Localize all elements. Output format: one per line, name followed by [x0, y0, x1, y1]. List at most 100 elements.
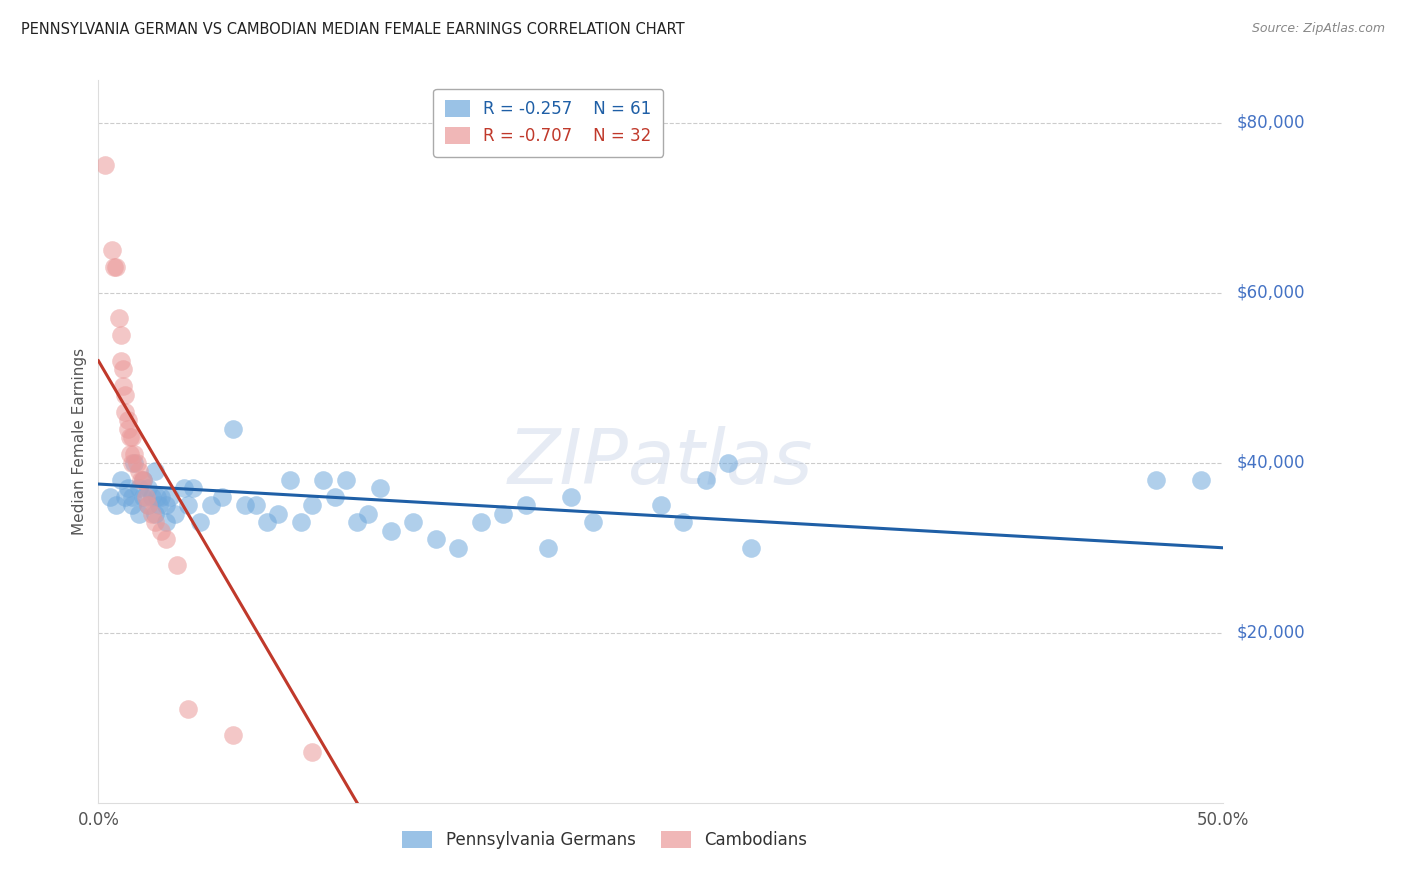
Point — [447, 541, 470, 555]
Point — [125, 456, 148, 470]
Point — [105, 498, 128, 512]
Point — [132, 473, 155, 487]
Text: $20,000: $20,000 — [1237, 624, 1306, 642]
Point — [112, 379, 135, 393]
Point — [117, 422, 139, 436]
Point — [301, 745, 323, 759]
Point — [124, 447, 146, 461]
Point — [582, 516, 605, 530]
Legend: Pennsylvania Germans, Cambodians: Pennsylvania Germans, Cambodians — [392, 822, 817, 860]
Point — [515, 498, 537, 512]
Point — [114, 490, 136, 504]
Point — [278, 473, 301, 487]
Point — [346, 516, 368, 530]
Point — [128, 507, 150, 521]
Point — [1144, 473, 1167, 487]
Point — [94, 158, 117, 172]
Point — [135, 490, 157, 504]
Text: ZIPatlas: ZIPatlas — [508, 426, 814, 500]
Point — [110, 328, 132, 343]
Point — [121, 490, 143, 504]
Point — [101, 244, 124, 258]
Point — [143, 507, 166, 521]
Point — [118, 447, 141, 461]
Point — [200, 498, 222, 512]
Point — [143, 516, 166, 530]
Point — [114, 388, 136, 402]
Point — [98, 490, 121, 504]
Point — [136, 498, 159, 512]
Point — [301, 498, 323, 512]
Text: $60,000: $60,000 — [1237, 284, 1306, 301]
Point — [380, 524, 402, 538]
Point — [1189, 473, 1212, 487]
Point — [136, 481, 159, 495]
Point — [128, 481, 150, 495]
Point — [155, 516, 177, 530]
Y-axis label: Median Female Earnings: Median Female Earnings — [72, 348, 87, 535]
Point — [124, 456, 146, 470]
Point — [177, 702, 200, 716]
Point — [103, 260, 125, 275]
Point — [402, 516, 425, 530]
Point — [256, 516, 278, 530]
Point — [650, 498, 672, 512]
Point — [290, 516, 312, 530]
Point — [672, 516, 695, 530]
Point — [335, 473, 357, 487]
Point — [150, 490, 173, 504]
Point — [211, 490, 233, 504]
Point — [105, 260, 128, 275]
Point — [323, 490, 346, 504]
Point — [717, 456, 740, 470]
Point — [136, 498, 159, 512]
Point — [245, 498, 267, 512]
Point — [148, 498, 170, 512]
Point — [128, 464, 150, 478]
Point — [222, 728, 245, 742]
Point — [121, 456, 143, 470]
Point — [129, 473, 152, 487]
Point — [492, 507, 515, 521]
Text: $80,000: $80,000 — [1237, 114, 1306, 132]
Point — [695, 473, 717, 487]
Point — [118, 430, 141, 444]
Point — [233, 498, 256, 512]
Point — [166, 558, 188, 572]
Point — [112, 362, 135, 376]
Point — [357, 507, 380, 521]
Point — [537, 541, 560, 555]
Point — [132, 473, 155, 487]
Point — [117, 481, 139, 495]
Text: Source: ZipAtlas.com: Source: ZipAtlas.com — [1251, 22, 1385, 36]
Point — [173, 481, 195, 495]
Point — [222, 422, 245, 436]
Point — [155, 498, 177, 512]
Point — [163, 507, 186, 521]
Text: $40,000: $40,000 — [1237, 454, 1306, 472]
Point — [155, 533, 177, 547]
Point — [121, 430, 143, 444]
Point — [146, 490, 169, 504]
Point — [121, 498, 143, 512]
Point — [110, 353, 132, 368]
Point — [368, 481, 391, 495]
Point — [188, 516, 211, 530]
Point — [177, 498, 200, 512]
Point — [132, 490, 155, 504]
Point — [740, 541, 762, 555]
Point — [425, 533, 447, 547]
Point — [141, 490, 163, 504]
Point — [470, 516, 492, 530]
Point — [560, 490, 582, 504]
Point — [159, 490, 181, 504]
Point — [117, 413, 139, 427]
Text: PENNSYLVANIA GERMAN VS CAMBODIAN MEDIAN FEMALE EARNINGS CORRELATION CHART: PENNSYLVANIA GERMAN VS CAMBODIAN MEDIAN … — [21, 22, 685, 37]
Point — [107, 311, 129, 326]
Point — [114, 405, 136, 419]
Point — [312, 473, 335, 487]
Point — [150, 524, 173, 538]
Point — [181, 481, 204, 495]
Point — [110, 473, 132, 487]
Point — [143, 464, 166, 478]
